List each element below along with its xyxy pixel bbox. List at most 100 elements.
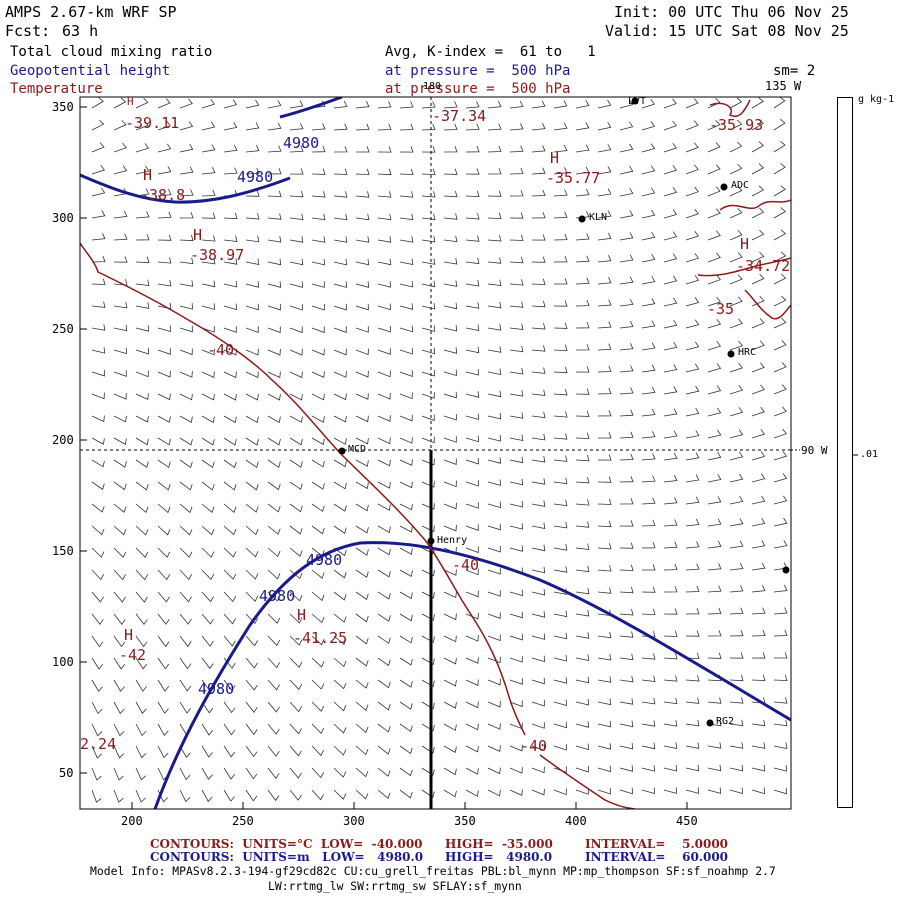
x-tick-200: 200 bbox=[121, 814, 143, 828]
extremum-value-1: -39.11 bbox=[125, 114, 180, 132]
wind-barb bbox=[135, 437, 149, 446]
wind-barb bbox=[201, 99, 216, 109]
wind-barb bbox=[443, 723, 457, 731]
wind-barb bbox=[619, 320, 634, 329]
wind-barb bbox=[641, 653, 656, 660]
wind-barb bbox=[267, 281, 282, 288]
wind-barb bbox=[641, 497, 656, 505]
wind-barb bbox=[135, 393, 149, 400]
wind-barb bbox=[135, 279, 150, 286]
wind-barb bbox=[553, 344, 568, 352]
station-label-lvt: LVT bbox=[628, 96, 647, 107]
wind-barb bbox=[157, 459, 171, 469]
wind-barb bbox=[707, 363, 722, 373]
wind-barb bbox=[685, 608, 700, 615]
wind-barb bbox=[685, 319, 700, 329]
wind-barb bbox=[443, 168, 458, 175]
wind-barb bbox=[421, 613, 435, 621]
wind-barb bbox=[91, 255, 106, 263]
wind-barb bbox=[91, 635, 104, 648]
wind-barb bbox=[289, 437, 303, 446]
wind-barb bbox=[377, 723, 391, 733]
wind-barb bbox=[223, 723, 236, 736]
wind-barb bbox=[531, 234, 546, 241]
wind-barb bbox=[685, 496, 700, 505]
wind-barb bbox=[399, 258, 414, 265]
wind-barb bbox=[223, 144, 238, 153]
wind-barb bbox=[421, 635, 435, 643]
wind-barb bbox=[509, 656, 523, 663]
wind-barb bbox=[443, 657, 457, 665]
wind-barb bbox=[333, 371, 347, 378]
wind-barb bbox=[179, 503, 193, 514]
wind-barb bbox=[641, 720, 656, 727]
wind-barb bbox=[157, 635, 170, 648]
wind-barb bbox=[685, 630, 700, 637]
wind-barb bbox=[751, 719, 766, 727]
wind-barb bbox=[443, 480, 457, 488]
wind-barb bbox=[289, 767, 302, 779]
wind-barb bbox=[421, 657, 435, 666]
wind-barb bbox=[245, 547, 259, 558]
wind-barb bbox=[179, 98, 193, 109]
wind-barb bbox=[289, 591, 303, 602]
wind-barb bbox=[465, 745, 479, 753]
wind-barb bbox=[135, 97, 149, 109]
wind-barb bbox=[729, 719, 744, 727]
extremum-value-3: -38.97 bbox=[190, 246, 245, 264]
wind-barb bbox=[113, 503, 127, 513]
wind-barb bbox=[443, 591, 457, 598]
wind-barb bbox=[531, 411, 546, 419]
wind-barb bbox=[619, 365, 634, 373]
wind-barb bbox=[91, 547, 105, 558]
wind-barb bbox=[729, 629, 744, 637]
wind-barb bbox=[399, 679, 413, 688]
wind-barb bbox=[333, 789, 347, 800]
wind-barb bbox=[377, 303, 391, 311]
wind-barb bbox=[685, 518, 700, 527]
wind-barb bbox=[421, 436, 435, 444]
wind-barb bbox=[553, 721, 567, 729]
wind-barb bbox=[553, 233, 568, 241]
wind-barb bbox=[91, 503, 105, 513]
wind-barb bbox=[641, 608, 656, 616]
wind-barb-field bbox=[91, 97, 788, 803]
wind-barb bbox=[443, 635, 457, 643]
wind-barb bbox=[553, 300, 568, 307]
wind-barb bbox=[355, 745, 369, 756]
wind-barb bbox=[333, 701, 347, 712]
wind-barb bbox=[729, 540, 744, 549]
wind-barb bbox=[201, 789, 213, 803]
height-label-5: 4980 bbox=[198, 680, 235, 698]
wind-barb bbox=[465, 145, 480, 153]
wind-barb bbox=[619, 409, 634, 417]
wind-barb bbox=[729, 652, 744, 659]
wind-barb bbox=[641, 99, 656, 109]
wind-barb bbox=[685, 164, 699, 175]
wind-barb bbox=[509, 700, 523, 708]
wind-barb bbox=[333, 437, 347, 445]
wind-barb bbox=[267, 393, 281, 401]
wind-barb bbox=[135, 569, 149, 581]
wind-barb bbox=[773, 140, 786, 153]
wind-barb bbox=[553, 189, 568, 197]
wind-barb bbox=[619, 564, 634, 571]
wind-barb bbox=[399, 591, 413, 600]
wind-barb bbox=[91, 723, 103, 737]
wind-barb bbox=[575, 654, 590, 662]
wind-barb bbox=[487, 545, 501, 553]
wind-barb bbox=[245, 145, 260, 153]
wind-barb bbox=[421, 392, 435, 399]
wind-barb bbox=[487, 301, 502, 309]
wind-barb bbox=[245, 459, 259, 469]
wind-barb bbox=[641, 231, 656, 241]
wind-barb bbox=[421, 168, 436, 176]
wind-barb bbox=[597, 476, 612, 483]
wind-barb bbox=[113, 415, 127, 423]
wind-barb bbox=[421, 789, 435, 798]
wind-barb bbox=[289, 123, 304, 131]
wind-barb bbox=[157, 591, 170, 603]
wind-barb bbox=[597, 277, 612, 285]
wind-barb bbox=[377, 635, 391, 645]
wind-barb bbox=[179, 121, 194, 131]
